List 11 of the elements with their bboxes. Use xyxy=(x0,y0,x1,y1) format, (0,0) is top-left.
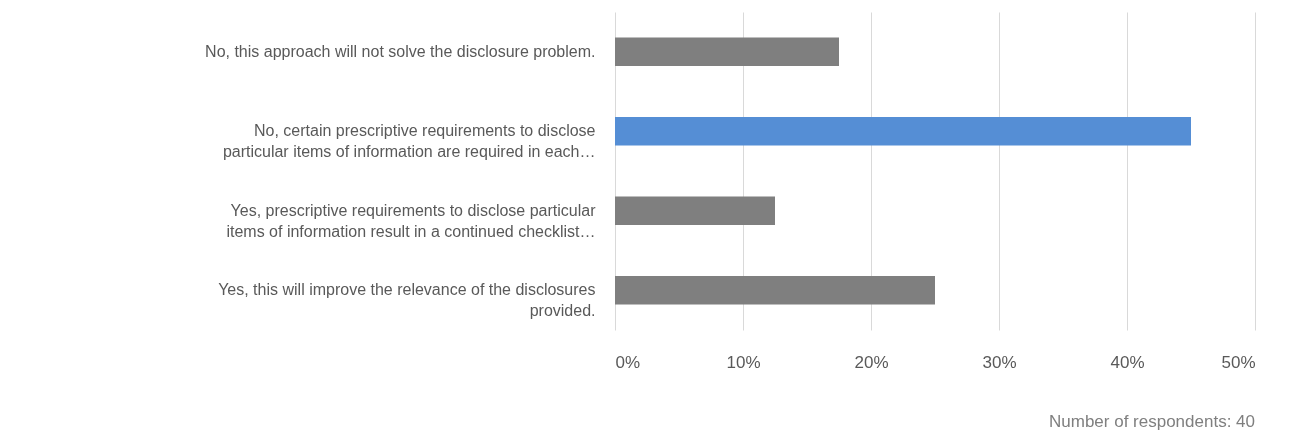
y-tick-label: Yes, prescriptive requirements to disclose particular items of information result in a continued checklist… xyxy=(226,201,597,240)
x-tick-label: 0% xyxy=(615,352,641,372)
x-tick-label: 20% xyxy=(854,352,889,372)
y-tick-label: Yes, this will improve the relevance of the disclosures provided. xyxy=(218,281,596,320)
y-tick-label: No, certain prescriptive requirements to disclose particular items of information are required in each… xyxy=(222,122,596,161)
x-tick-label: 10% xyxy=(726,352,761,372)
x-tick-label: 30% xyxy=(982,352,1017,372)
y-tick-label: No, this approach will not solve the disclosure problem. xyxy=(205,42,596,60)
x-tick-label: 40% xyxy=(1110,352,1145,372)
x-tick-label: 50% xyxy=(1221,352,1256,372)
text: Number of respondents: 40 xyxy=(1048,412,1255,431)
